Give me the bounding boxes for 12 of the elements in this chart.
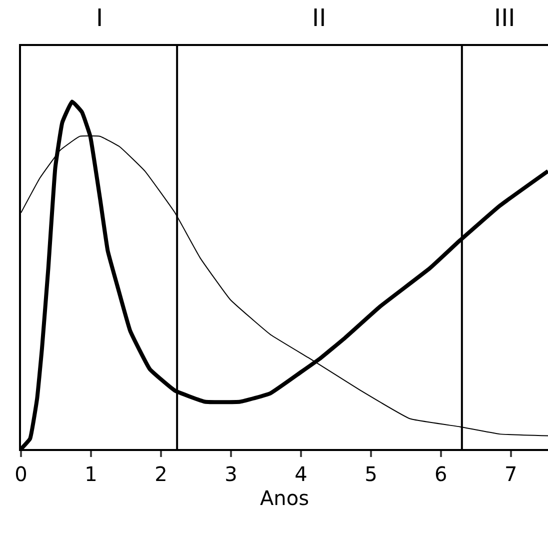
x-tick-label: 4	[294, 462, 308, 486]
x-tick-label: 5	[364, 462, 378, 486]
x-axis-title: Anos	[260, 486, 310, 510]
x-tick-label: 1	[84, 462, 98, 486]
x-tick-label: 7	[504, 462, 518, 486]
x-tick-label: 0	[14, 462, 28, 486]
x-tick-label: 2	[154, 462, 168, 486]
text: III	[494, 4, 516, 32]
text: I	[96, 4, 104, 32]
x-tick-label: 6	[434, 462, 448, 486]
x-tick-label: 3	[224, 462, 238, 486]
text: II	[312, 4, 326, 32]
